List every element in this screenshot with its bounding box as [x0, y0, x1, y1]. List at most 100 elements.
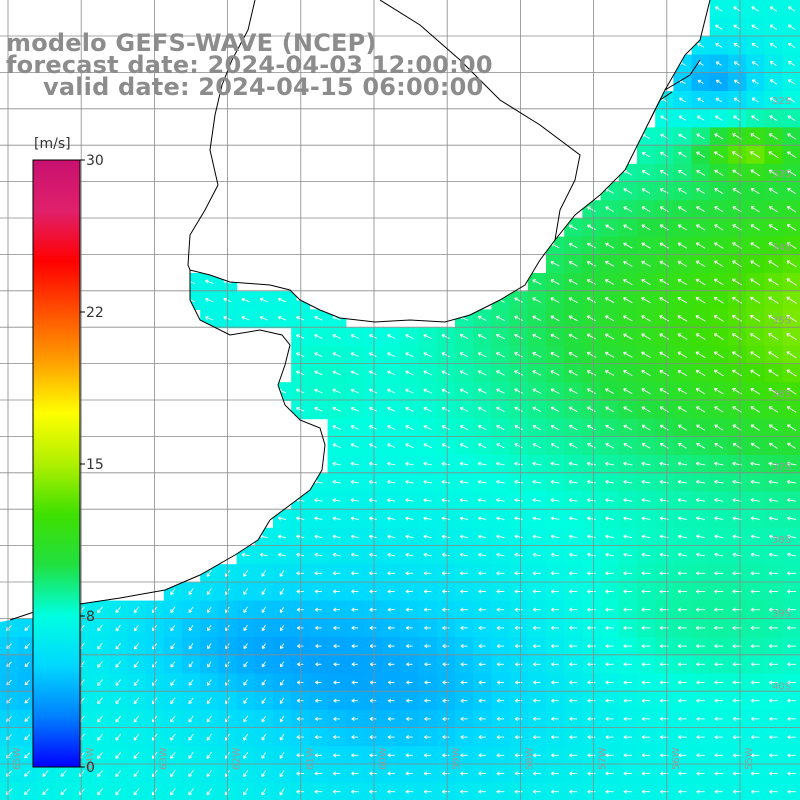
- wind-arrow: [605, 206, 614, 212]
- wind-arrow: [715, 43, 723, 48]
- wind-arrow: [586, 351, 597, 358]
- wind-arrow: [532, 315, 542, 322]
- wind-arrow: [677, 369, 688, 377]
- wind-arrow: [695, 278, 706, 286]
- wind-arrow: [677, 224, 688, 231]
- wind-arrow: [714, 115, 723, 121]
- wind-arrow: [641, 297, 651, 304]
- wind-arrow: [241, 315, 250, 321]
- wind-arrow: [750, 224, 760, 231]
- wind-arrow: [768, 188, 778, 195]
- wind-arrow: [332, 370, 341, 376]
- wind-arrow: [587, 206, 596, 212]
- wind-arrow: [659, 369, 669, 377]
- wind-cell: [782, 254, 800, 274]
- wind-arrow: [405, 352, 414, 358]
- wind-arrow: [787, 6, 796, 12]
- wind-arrow: [750, 351, 761, 359]
- wind-arrow: [550, 279, 560, 285]
- wind-arrow: [586, 279, 597, 285]
- wind-cell: [782, 327, 800, 347]
- wind-arrow: [769, 115, 778, 122]
- wind-arrow: [787, 61, 796, 67]
- wind-arrow: [697, 97, 704, 103]
- wind-arrow: [550, 370, 560, 376]
- wind-arrow: [750, 206, 760, 213]
- latitude-label: 40S: [772, 682, 791, 693]
- longitude-label: 58W: [524, 747, 535, 770]
- wind-arrow: [350, 334, 359, 339]
- wind-arrow: [623, 297, 633, 304]
- wind-arrow: [659, 278, 670, 286]
- wind-cell: [782, 309, 800, 329]
- wind-arrow: [714, 151, 724, 158]
- colorbar-tick-label: 0: [86, 760, 95, 776]
- wind-cell: [782, 163, 800, 183]
- wind-arrow: [368, 370, 378, 376]
- wind-arrow: [695, 260, 706, 267]
- wind-cell: [782, 382, 800, 401]
- wind-arrow: [678, 133, 687, 140]
- wind-arrow: [550, 333, 560, 340]
- wind-arrow: [768, 351, 779, 359]
- wind-arrow: [423, 334, 432, 340]
- wind-arrow: [459, 370, 469, 376]
- wind-arrow: [677, 351, 688, 358]
- colorbar-units: [m/s]: [34, 136, 71, 152]
- wind-vectors: [5, 6, 797, 796]
- wind-arrow: [550, 315, 560, 322]
- wind-arrow: [532, 352, 542, 358]
- wind-arrow: [477, 315, 487, 321]
- wind-arrow: [768, 278, 779, 286]
- colorbar-tick-label: 15: [86, 457, 104, 473]
- wind-arrow: [733, 97, 741, 103]
- wind-arrow: [750, 151, 761, 159]
- longitude-label: 55W: [744, 747, 755, 770]
- wind-cell: [782, 418, 800, 438]
- wind-arrow: [332, 352, 341, 358]
- wind-arrow: [568, 224, 578, 231]
- wind-cell: [782, 127, 800, 147]
- wind-arrow: [368, 352, 378, 358]
- wind-arrow: [787, 97, 796, 103]
- wind-arrow: [550, 297, 560, 303]
- wind-arrow: [423, 352, 432, 358]
- wind-arrow: [514, 352, 524, 358]
- wind-arrow: [641, 260, 651, 267]
- wind-cell: [782, 109, 800, 128]
- wind-arrow: [314, 370, 323, 376]
- wind-arrow: [750, 169, 760, 177]
- wind-arrow: [568, 260, 578, 267]
- wind-arrow: [623, 351, 633, 358]
- wind-arrow: [623, 333, 633, 340]
- wind-arrow: [678, 115, 687, 121]
- wind-arrow: [695, 242, 706, 249]
- colorbar-tick-label: 8: [86, 609, 95, 625]
- wind-arrow: [769, 42, 778, 48]
- wind-arrow: [387, 370, 396, 376]
- wind-arrow: [715, 79, 722, 84]
- wind-arrow: [787, 187, 797, 195]
- wind-arrow: [768, 206, 778, 213]
- wind-arrow: [751, 97, 759, 103]
- wind-arrow: [659, 297, 670, 304]
- wind-arrow: [769, 24, 778, 30]
- wind-arrow: [532, 333, 542, 340]
- wind-arrow: [514, 315, 524, 322]
- wind-arrow: [695, 351, 706, 359]
- wind-arrow: [733, 24, 741, 30]
- wind-arrow: [314, 315, 323, 321]
- wind-arrow: [659, 315, 670, 322]
- longitude-label: 63W: [158, 747, 169, 770]
- wind-arrow: [769, 6, 778, 12]
- wind-arrow: [568, 333, 578, 340]
- wind-cell: [782, 364, 800, 383]
- wind-arrow: [787, 115, 796, 122]
- wind-arrow: [296, 370, 305, 376]
- colorbar-tick-label: 30: [86, 153, 104, 169]
- wind-arrow: [786, 278, 797, 286]
- wind-arrow: [714, 206, 724, 213]
- wind-arrow: [786, 296, 797, 304]
